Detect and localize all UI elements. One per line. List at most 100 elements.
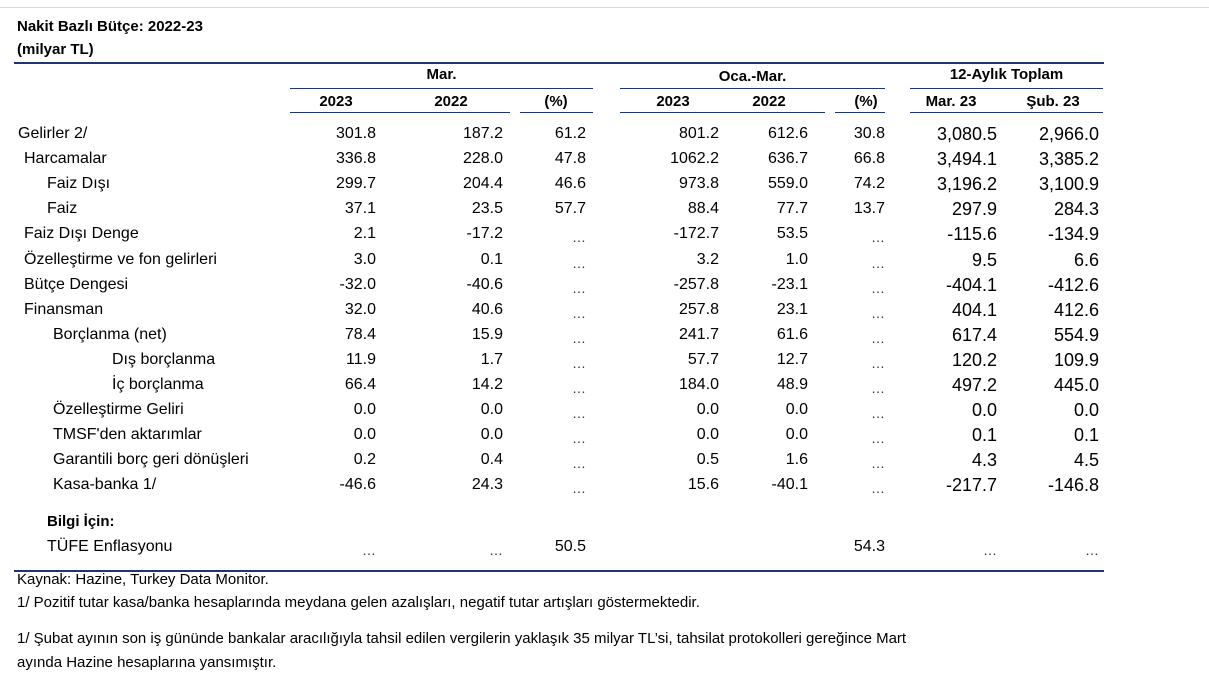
row-value-3: 241.7 (678, 326, 719, 343)
row-value-3: 88.4 (687, 200, 719, 217)
row-value-5: 66.8 (853, 150, 885, 167)
row-value-7: 445.0 (1053, 375, 1099, 395)
row-value-0: -32.0 (339, 276, 376, 293)
top-border (0, 7, 1209, 8)
sub-rule-mar-years (290, 112, 510, 113)
table-row: Faiz Dışı Denge 2.1 -17.2 … -172.7 53.5 … -115.… (0, 224, 1209, 250)
row-value-3: 0.0 (696, 426, 719, 443)
row-value-3: 801.2 (678, 125, 719, 142)
row-value-7: -146.8 (1047, 475, 1099, 495)
subheader-6: Mar. 23 (925, 93, 977, 110)
row-value-3: 15.6 (687, 476, 719, 493)
row-value-5: 54.3 (853, 538, 885, 555)
row-value-5: … (871, 430, 885, 446)
row-value-7: 0.1 (1073, 425, 1099, 445)
sub-rule-oca-pct (835, 112, 885, 113)
table-row: Borçlanma (net) 78.4 15.9 … 241.7 61.6 … 617.4 5… (0, 325, 1209, 351)
row-label: Faiz Dışı Denge (24, 225, 139, 242)
row-value-4: 636.7 (767, 150, 808, 167)
row-value-1: 0.0 (480, 426, 503, 443)
row-value-3: 973.8 (678, 175, 719, 192)
table-row: Garantili borç geri dönüşleri 0.2 0.4 … 0.5 1… (0, 450, 1209, 476)
row-value-5: … (871, 330, 885, 346)
row-value-2: … (572, 380, 586, 396)
table-row: Kasa-banka 1/ -46.6 24.3 … 15.6 -40.1 … -217.7 -… (0, 475, 1209, 501)
subheader-3: 2023 (656, 93, 690, 110)
row-value-6: 120.2 (951, 350, 997, 370)
row-value-0: 66.4 (344, 376, 376, 393)
row-value-7: 284.3 (1053, 199, 1099, 219)
row-label: Faiz (47, 200, 78, 217)
row-value-6: 9.5 (971, 250, 997, 270)
row-value-0: 2.1 (353, 225, 376, 242)
row-value-2: … (572, 455, 586, 471)
row-value-3: 3.2 (696, 251, 719, 268)
row-value-7: 3,100.9 (1038, 174, 1099, 194)
row-value-7: 6.6 (1073, 250, 1099, 270)
table-row: Özelleştirme ve fon gelirleri 3.0 0.1 … 3.2 1… (0, 250, 1209, 276)
row-value-7: … (1085, 542, 1099, 558)
row-value-5: … (871, 355, 885, 371)
group-rule-12-month (910, 88, 1103, 89)
subheader-4: 2022 (752, 93, 786, 110)
table-row: TMSF'den aktarımlar 0.0 0.0 … 0.0 0.0 … 0.1 0.1 (0, 425, 1209, 451)
table-row: Faiz 37.1 23.5 57.7 88.4 77.7 13.7 297.9 284.3 (0, 199, 1209, 225)
row-value-7: 554.9 (1053, 325, 1099, 345)
row-label: Özelleştirme Geliri (53, 401, 184, 418)
row-value-6: 3,080.5 (936, 124, 997, 144)
row-value-7: 0.0 (1073, 400, 1099, 420)
row-value-6: 0.1 (971, 425, 997, 445)
row-label: İç borçlanma (112, 376, 204, 393)
row-value-7: -134.9 (1047, 224, 1099, 244)
row-value-6: 3,196.2 (936, 174, 997, 194)
row-value-0: 301.8 (335, 125, 376, 142)
table-row: Bütçe Dengesi -32.0 -40.6 … -257.8 -23.1 … -404… (0, 275, 1209, 301)
row-value-0: 336.8 (335, 150, 376, 167)
row-value-0: 0.0 (353, 426, 376, 443)
row-value-4: 61.6 (776, 326, 808, 343)
group-header-12-month: 12-Aylık Toplam (949, 66, 1064, 83)
row-value-4: 559.0 (767, 175, 808, 192)
row-value-2: 57.7 (554, 200, 586, 217)
row-label: Özelleştirme ve fon gelirleri (24, 251, 217, 268)
row-value-2: … (572, 229, 586, 245)
row-value-6: 0.0 (971, 400, 997, 420)
row-value-4: 23.1 (776, 301, 808, 318)
row-value-4: 1.0 (785, 251, 808, 268)
subheader-7: Şub. 23 (1026, 93, 1080, 110)
row-value-1: -17.2 (466, 225, 503, 242)
footnote-1: 1/ Pozitif tutar kasa/banka hesaplarında… (17, 594, 700, 611)
subheader-1: 2022 (434, 93, 468, 110)
row-value-6: 497.2 (951, 375, 997, 395)
row-label: Finansman (24, 301, 104, 318)
table-row: Özelleştirme Geliri 0.0 0.0 … 0.0 0.0 … 0.0 0.0 (0, 400, 1209, 426)
table-row: Gelirler 2/301.8 187.2 61.2 801.2 612.6 30.8 3… (0, 124, 1209, 150)
row-value-0: 0.2 (353, 451, 376, 468)
row-value-2: … (572, 330, 586, 346)
sub-rule-oca-years (620, 112, 825, 113)
row-value-1: 0.1 (480, 251, 503, 268)
row-value-0: 299.7 (335, 175, 376, 192)
row-value-7: 109.9 (1053, 350, 1099, 370)
row-value-3: 57.7 (687, 351, 719, 368)
row-value-3: -172.7 (673, 225, 719, 242)
row-value-6: -217.7 (945, 475, 997, 495)
info-title: Bilgi İçin: (47, 513, 115, 530)
row-value-1: 40.6 (471, 301, 503, 318)
table-title: Nakit Bazlı Bütçe: 2022-23 (17, 18, 203, 35)
bottom-rule (14, 570, 1104, 572)
table-row: TÜFE Enflasyonu…… 50.5 54.3…… (0, 538, 1209, 563)
row-value-7: 2,966.0 (1038, 124, 1099, 144)
row-value-1: 0.4 (480, 451, 503, 468)
row-value-1: 228.0 (462, 150, 503, 167)
row-value-1: … (489, 542, 503, 558)
sub-rule-mar-pct (520, 112, 593, 113)
row-value-3: 0.0 (696, 401, 719, 418)
row-label: Kasa-banka 1/ (53, 476, 157, 493)
row-value-4: 0.0 (785, 401, 808, 418)
row-value-3: 0.5 (696, 451, 719, 468)
row-label: Dış borçlanma (112, 351, 216, 368)
table-row: Dış borçlanma 11.9 1.7 … 57.7 12.7 … 120.2 109.9 (0, 350, 1209, 376)
row-label: Borçlanma (net) (53, 326, 167, 343)
row-label: Gelirler 2/ (18, 125, 88, 142)
